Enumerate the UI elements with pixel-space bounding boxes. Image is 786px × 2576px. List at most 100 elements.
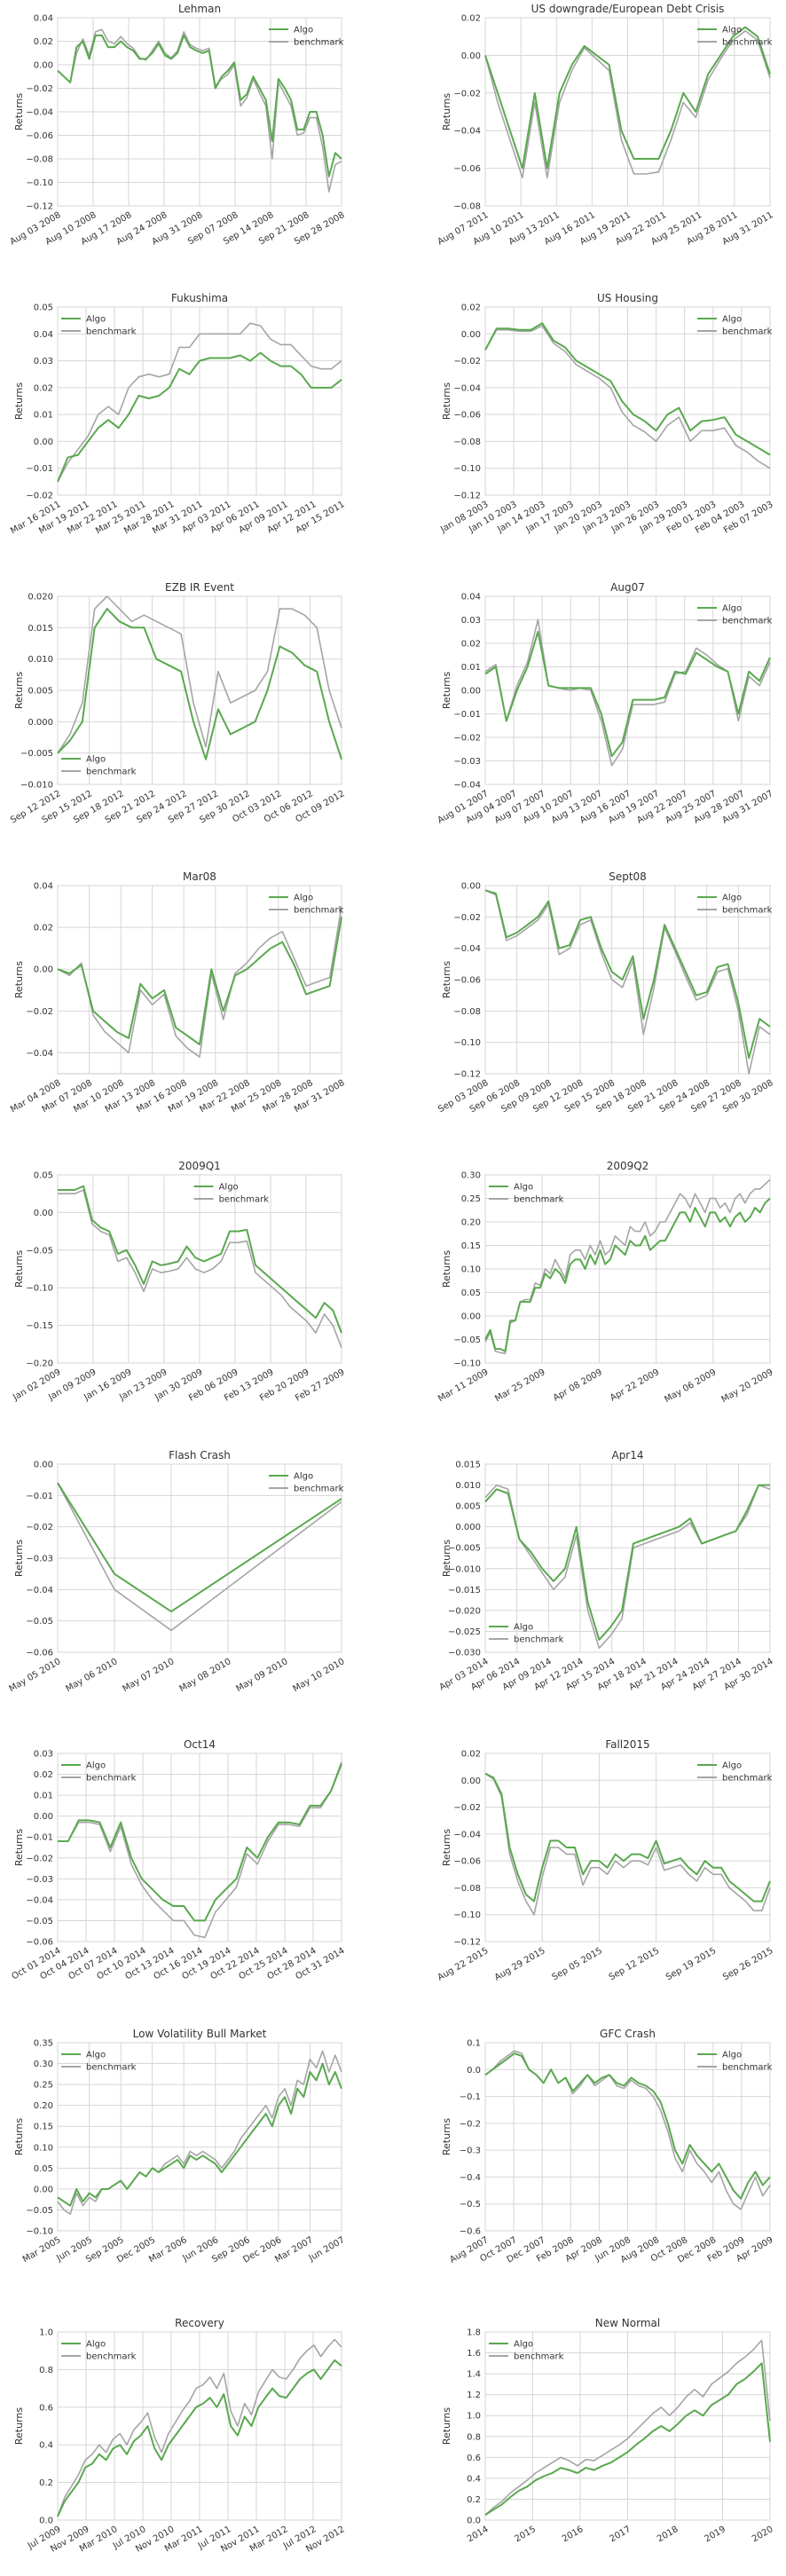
y-axis-label: Returns [13, 961, 25, 999]
legend-label-algo: Algo [722, 315, 742, 325]
chart-title: 2009Q2 [607, 1160, 649, 1172]
x-tick-label: May 20 2009 [720, 1367, 775, 1405]
y-tick-label: −0.02 [453, 1803, 481, 1813]
legend: Algo benchmark [489, 2340, 564, 2362]
series-line-benchmark [58, 1189, 342, 1349]
y-axis-label: Returns [441, 2118, 452, 2156]
y-tick-label: 0.01 [34, 411, 53, 421]
series-line-benchmark [57, 28, 342, 193]
y-tick-label: 0.6 [39, 2403, 53, 2413]
y-tick-label: −0.01 [26, 1492, 53, 1501]
y-tick-label: 0.02 [461, 1750, 481, 1760]
legend-label-benchmark: benchmark [722, 906, 773, 916]
y-tick-label: 0.2 [39, 2478, 53, 2488]
y-tick-label: −0.05 [453, 1335, 481, 1345]
y-tick-label: −0.02 [26, 1523, 53, 1532]
series-line-benchmark [484, 2339, 771, 2516]
legend-label-benchmark: benchmark [86, 2063, 137, 2073]
x-tick-label: 2015 [513, 2525, 538, 2544]
chart-title: New Normal [595, 2317, 660, 2329]
chart-title: GFC Crash [600, 2028, 656, 2040]
x-tick-label: Aug 22 2015 [436, 1946, 491, 1983]
legend-label-algo: Algo [294, 1472, 313, 1482]
legend-label-benchmark: benchmark [514, 1195, 564, 1205]
y-tick-label: 0.015 [28, 624, 53, 634]
x-tick-label: Mar 2005 [21, 2235, 63, 2265]
series-line-benchmark [484, 325, 771, 469]
y-axis-label: Returns [13, 672, 25, 710]
y-tick-label: −0.030 [448, 1649, 481, 1658]
y-tick-label: −0.03 [26, 1875, 53, 1885]
chart-title: Fall2015 [605, 1738, 649, 1751]
x-tick-label: May 06 2010 [65, 1657, 120, 1694]
y-tick-label: −0.010 [448, 1564, 481, 1574]
y-tick-label: 0.05 [34, 2164, 53, 2174]
y-tick-label: −0.08 [453, 1007, 481, 1017]
y-tick-label: −0.02 [26, 1854, 53, 1863]
y-axis-label: Returns [441, 672, 452, 710]
legend-label-algo: Algo [86, 2340, 106, 2350]
series-line-algo [57, 917, 342, 1045]
legend: Algo benchmark [489, 1183, 564, 1205]
y-tick-label: −0.1 [460, 2092, 481, 2102]
y-tick-label: 0.8 [39, 2366, 53, 2375]
y-tick-label: −0.10 [26, 2227, 53, 2237]
y-tick-label: −0.5 [460, 2200, 481, 2210]
y-tick-label: 1.0 [39, 2328, 53, 2338]
y-tick-label: 0.00 [461, 687, 481, 697]
y-tick-label: 0.00 [34, 437, 53, 447]
y-tick-label: −0.12 [453, 492, 481, 501]
legend: Algo benchmark [269, 894, 344, 916]
chart-title: US Housing [597, 292, 658, 304]
y-tick-label: 0.01 [34, 1792, 53, 1801]
y-tick-label: 0.15 [34, 2123, 53, 2132]
y-tick-label: −0.01 [26, 464, 53, 474]
y-tick-label: −0.04 [26, 1049, 53, 1059]
legend: Algo benchmark [193, 1183, 269, 1205]
y-tick-label: −0.10 [453, 1910, 481, 1920]
x-tick-label: Apr 08 2009 [552, 1367, 604, 1403]
legend: Algo benchmark [697, 1761, 773, 1784]
x-tick-label: Jun 2007 [307, 2235, 347, 2264]
x-tick-label: 2018 [656, 2525, 680, 2544]
y-axis-label: Returns [441, 1250, 452, 1288]
y-tick-label: 0.04 [34, 14, 53, 24]
x-tick-label: 2016 [561, 2525, 586, 2544]
series-line-algo [484, 630, 771, 758]
y-tick-label: −0.04 [26, 108, 53, 118]
legend-label-benchmark: benchmark [294, 1485, 344, 1494]
y-tick-label: 0.25 [461, 1194, 481, 1204]
y-tick-label: −0.02 [453, 734, 481, 744]
series-line-benchmark [484, 618, 771, 767]
y-tick-label: −0.12 [453, 1070, 481, 1080]
y-tick-label: 0.00 [34, 965, 53, 975]
y-tick-label: 0.02 [461, 14, 481, 24]
legend-label-benchmark: benchmark [86, 1774, 137, 1784]
series-line-benchmark [57, 322, 342, 483]
chart-title: Aug07 [610, 581, 645, 594]
y-tick-label: −0.02 [453, 89, 481, 98]
y-tick-label: 0.02 [461, 303, 481, 313]
y-tick-label: 1.2 [467, 2391, 481, 2400]
y-axis-label: Returns [13, 2407, 25, 2446]
x-tick-label: Apr 15 2011 [294, 500, 346, 535]
y-axis-label: Returns [13, 2118, 25, 2156]
y-tick-label: 0.00 [461, 882, 481, 892]
y-tick-label: 0.02 [34, 1770, 53, 1780]
legend: Algo benchmark [61, 1761, 137, 1784]
plot-frame [57, 2042, 342, 2232]
x-tick-label: May 05 2010 [8, 1657, 63, 1694]
y-tick-label: 0.00 [461, 1776, 481, 1786]
chart-lehman: 0.04 0.02 0.00 −0.02 −0.04 −0.06 −0.08 −0.10 −0.… [9, 3, 347, 248]
y-tick-label: −0.04 [26, 1586, 53, 1595]
y-tick-label: 1.4 [467, 2370, 481, 2380]
legend: Algo benchmark [697, 2051, 773, 2073]
y-tick-label: −0.04 [453, 1830, 481, 1839]
y-tick-label: 0.05 [34, 303, 53, 313]
y-tick-label: 0.30 [461, 1171, 481, 1181]
